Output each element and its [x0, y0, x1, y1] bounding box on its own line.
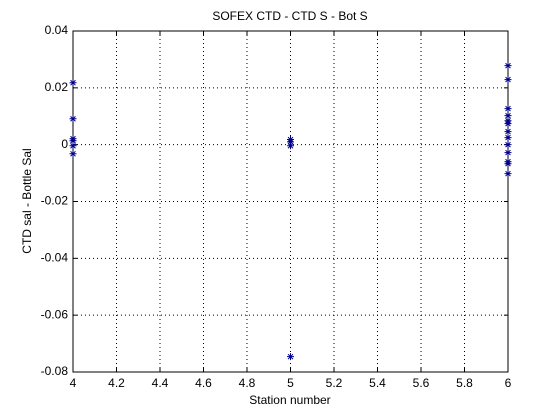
x-tick-label: 5.2 [326, 376, 343, 390]
marker [504, 62, 512, 70]
y-tick-label: -0.06 [41, 307, 69, 321]
x-axis-label: Station number [249, 393, 330, 407]
x-tick-label: 4.4 [152, 376, 169, 390]
x-tick-label: 5.4 [369, 376, 386, 390]
marker [69, 115, 77, 123]
axes-box [72, 30, 509, 373]
marker [504, 128, 512, 136]
x-tick-label: 4.2 [108, 376, 125, 390]
marker [504, 134, 512, 142]
x-tick-label: 5 [287, 376, 294, 390]
y-tick-label: -0.04 [41, 251, 69, 265]
marker [504, 160, 512, 168]
marker [504, 149, 512, 157]
x-tick-label: 4.6 [195, 376, 212, 390]
y-tick-label: 0.04 [45, 23, 69, 37]
marker [504, 76, 512, 84]
y-tick-label: 0.02 [45, 80, 69, 94]
marker [504, 170, 512, 178]
marker [69, 150, 77, 158]
y-tick-label: -0.08 [41, 364, 69, 378]
marker [287, 353, 294, 361]
marker [287, 142, 294, 150]
marker [504, 141, 512, 149]
marker [69, 142, 77, 150]
marker [69, 79, 77, 87]
x-tick-label: 4 [70, 376, 77, 390]
y-tick-label: -0.02 [41, 194, 69, 208]
x-tick-label: 6 [505, 376, 512, 390]
x-tick-label: 5.6 [413, 376, 430, 390]
marker [504, 120, 512, 128]
y-axis-label: CTD sal - Bottle Sal [20, 148, 34, 253]
y-tick-label: 0 [61, 137, 68, 151]
x-tick-label: 5.8 [456, 376, 473, 390]
marker [504, 112, 512, 120]
x-tick-label: 4.8 [239, 376, 256, 390]
marker [69, 137, 77, 145]
marker [504, 105, 512, 113]
chart-title: SOFEX CTD - CTD S - Bot S [212, 9, 367, 23]
marker [287, 138, 294, 146]
plot-area [73, 31, 508, 372]
